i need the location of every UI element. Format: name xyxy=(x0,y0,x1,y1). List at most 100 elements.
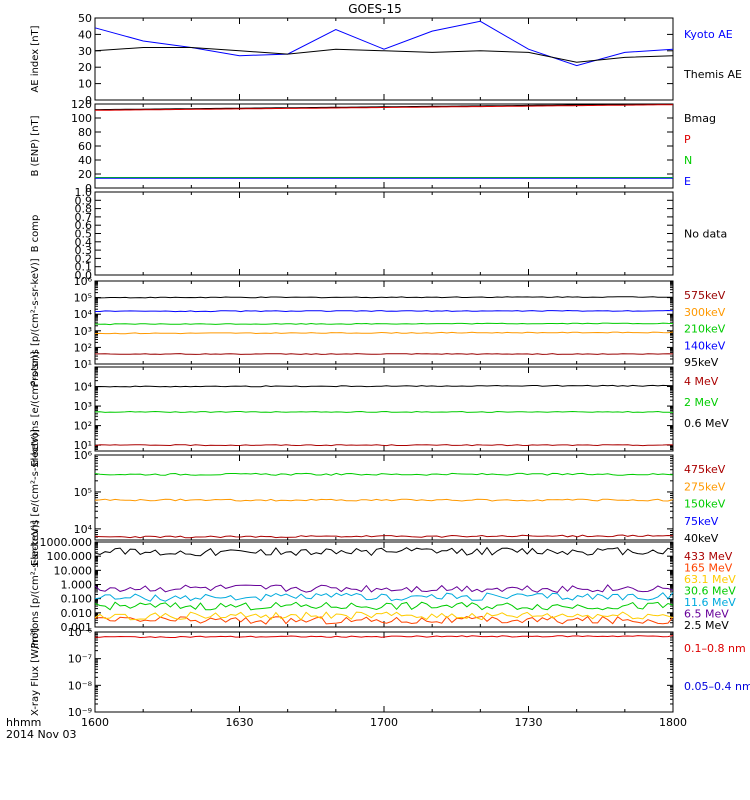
y-tick-label: 0.7 xyxy=(75,211,93,224)
series-line-300kev xyxy=(94,331,674,335)
series-line-0-1-0-8-nm xyxy=(95,635,674,639)
legend-275kev: 275keV xyxy=(684,480,726,493)
y-tick-label: 40 xyxy=(78,28,92,41)
y-tick-label: 10⁻⁸ xyxy=(68,679,93,692)
legend-bmag: Bmag xyxy=(684,112,716,125)
y-tick-label: 10⁵ xyxy=(74,292,92,305)
chart-title: GOES-15 xyxy=(348,2,402,16)
legend-2-mev: 2 MeV xyxy=(684,396,719,409)
y-tick-label: 10.000 xyxy=(54,564,93,577)
y-tick-label: 10⁶ xyxy=(74,275,93,288)
legend-63-1-mev: 63.1 MeV xyxy=(684,573,736,586)
series-line-150kev xyxy=(94,472,674,476)
legend-11-6-mev: 11.6 MeV xyxy=(684,596,736,609)
legend-575kev: 575keV xyxy=(684,289,726,302)
x-tick-label: 1630 xyxy=(226,716,254,729)
panel-frame xyxy=(94,103,674,189)
panel-3: 0.00.10.20.30.40.50.60.70.80.91.0 B comp N… xyxy=(30,186,727,282)
y-tick-label: 10² xyxy=(74,341,92,354)
series-line-4-mev xyxy=(94,444,674,447)
y-tick-label: 0.3 xyxy=(75,244,93,257)
y-axis-label: Electrons [e/(cm²-s-sr)] xyxy=(30,351,41,467)
series-line-210kev xyxy=(94,322,674,326)
y-axis-label: B (ENP) [nT] xyxy=(30,115,41,176)
series-line-165-mev xyxy=(94,615,674,625)
y-axis-label: X-ray Flux [W/m²] xyxy=(30,628,41,716)
y-tick-label: 0.4 xyxy=(75,236,93,249)
y-tick-label: 10¹ xyxy=(74,439,92,452)
legend-e: E xyxy=(684,175,691,188)
y-tick-label: 0.100 xyxy=(61,593,93,606)
y-tick-label: 80 xyxy=(78,126,92,139)
y-tick-label: 0.2 xyxy=(75,252,93,265)
y-tick-label: 100.000 xyxy=(47,550,93,563)
legend-433-mev: 433 MeV xyxy=(684,550,733,563)
series-line-kyoto-ae xyxy=(94,20,674,67)
y-tick-label: 1.0 xyxy=(75,186,93,199)
y-tick-label: 0.010 xyxy=(61,607,93,620)
legend-300kev: 300keV xyxy=(684,306,726,319)
series-line-p xyxy=(95,104,673,111)
series-line-6-5-mev xyxy=(94,584,674,593)
series-line-2-mev xyxy=(94,410,674,413)
y-tick-label: 0.5 xyxy=(75,228,93,241)
x-tick-label: 1730 xyxy=(515,716,543,729)
y-tick-label: 10⁻⁶ xyxy=(68,626,93,639)
x-axis-unit-label: hhmm xyxy=(6,716,41,729)
panel-6: 10⁴ 10⁵ 10⁶ Electrons [e/(cm²-s-sr-keV)] 475… xyxy=(30,429,726,566)
panel-frame xyxy=(94,280,674,365)
y-tick-label: 10³ xyxy=(74,325,92,338)
y-tick-label: 0.0 xyxy=(75,269,93,282)
series-line-0-6-mev xyxy=(94,384,674,388)
legend-0-1-0-8-nm: 0.1–0.8 nm xyxy=(684,642,746,655)
y-tick-label: 60 xyxy=(78,140,92,153)
y-tick-label: 100 xyxy=(71,112,92,125)
panel-frame xyxy=(94,17,674,101)
x-tick-label: 1800 xyxy=(659,716,687,729)
panel-5: 10¹ 10² 10³ 10⁴ Electrons [e/(cm²-s-sr)] 4 Me… xyxy=(30,351,729,467)
y-tick-label: 10³ xyxy=(74,400,92,413)
panel-4: 10¹ 10² 10³ 10⁴ 10⁵ 10⁶ Protons [p/(cm²-s-sr-k… xyxy=(30,258,726,386)
legend-165-mev: 165 MeV xyxy=(684,562,733,575)
series-line-30-6-mev xyxy=(94,601,674,611)
y-tick-label: 10² xyxy=(74,420,92,433)
y-tick-label: 10 xyxy=(78,78,92,91)
legend-475kev: 475keV xyxy=(684,463,726,476)
series-line-themis-ae xyxy=(94,47,674,63)
y-tick-label: 10⁴ xyxy=(74,308,93,321)
panel-frame xyxy=(94,191,674,276)
y-tick-label: 0.001 xyxy=(61,621,93,634)
y-tick-label: 0.8 xyxy=(75,203,93,216)
y-tick-label: 1000.000 xyxy=(40,536,93,549)
x-tick-label: 1700 xyxy=(370,716,398,729)
legend-95kev: 95keV xyxy=(684,356,719,369)
panel-8: 10⁻⁹ 10⁻⁸ 10⁻⁷ 10⁻⁶ X-ray Flux [W/m²] 0.1–0.8… xyxy=(30,626,750,719)
y-tick-label: 0.6 xyxy=(75,219,93,232)
y-tick-label: 10⁻⁹ xyxy=(68,706,92,719)
series-line-140kev xyxy=(95,309,674,313)
y-axis-label: Electrons [e/(cm²-s-sr-keV)] xyxy=(30,429,41,566)
series-line-275kev xyxy=(94,498,674,502)
legend-40kev: 40keV xyxy=(684,532,719,545)
legend-0-05-0-4-nm: 0.05–0.4 nm xyxy=(684,680,750,693)
series-line-11-6-mev xyxy=(94,592,674,602)
legend-kyoto-ae: Kyoto AE xyxy=(684,28,733,41)
y-tick-label: 0 xyxy=(85,94,92,107)
y-tick-label: 10¹ xyxy=(74,358,92,371)
y-axis-label: Protons [p/(cm²-s-sr-keV)] xyxy=(30,258,41,386)
panel-frame xyxy=(94,454,674,541)
y-axis-label: B comp xyxy=(30,215,41,253)
y-tick-label: 120 xyxy=(71,98,92,111)
legend-140kev: 140keV xyxy=(684,339,726,352)
legend-150kev: 150keV xyxy=(684,498,726,511)
y-tick-label: 20 xyxy=(78,168,92,181)
series-line-95kev xyxy=(94,296,674,299)
panel-frame xyxy=(94,631,674,713)
y-tick-label: 40 xyxy=(78,154,92,167)
legend-6-5-mev: 6.5 MeV xyxy=(684,608,729,621)
panel-frame xyxy=(94,366,674,452)
y-tick-label: 0.1 xyxy=(75,261,93,274)
legend-2-5-mev: 2.5 MeV xyxy=(684,619,729,632)
